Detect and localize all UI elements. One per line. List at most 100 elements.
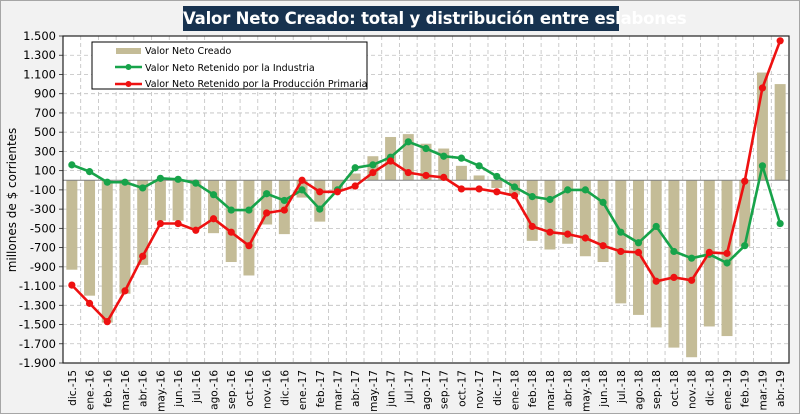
bar-valor-neto-creado	[137, 180, 149, 265]
bar-valor-neto-creado	[739, 180, 751, 247]
x-tick-label: nov.-17	[474, 370, 486, 409]
point-produccion-primaria	[316, 188, 324, 196]
point-produccion-primaria	[298, 176, 306, 184]
bar-valor-neto-creado	[473, 175, 485, 181]
x-tick-label: jul.-18	[616, 370, 628, 404]
x-tick-label: jun.-18	[598, 370, 610, 408]
x-tick-label: jul.-16	[191, 370, 203, 404]
bar-valor-neto-creado	[119, 180, 131, 294]
x-tick-label: abr.-19	[775, 370, 787, 407]
x-tick-label: ene.-19	[722, 370, 734, 410]
x-tick-label: dic.-18	[704, 370, 716, 406]
point-produccion-primaria	[634, 248, 643, 256]
point-produccion-primaria	[156, 219, 164, 228]
bar-valor-neto-creado	[756, 72, 768, 181]
point-produccion-primaria	[369, 168, 377, 177]
bar-valor-neto-creado	[349, 173, 361, 181]
point-industria	[85, 168, 94, 176]
point-industria	[475, 162, 483, 170]
plot-border	[62, 35, 790, 364]
point-produccion-primaria	[351, 182, 359, 190]
point-produccion-primaria	[280, 206, 288, 214]
x-tick-label: ago.-17	[421, 370, 433, 410]
x-tick-label: ago.-18	[633, 370, 645, 410]
point-industria	[581, 186, 589, 194]
y-tick-label: -1.900	[19, 356, 56, 370]
point-produccion-primaria	[723, 249, 731, 257]
y-tick-label: -100	[30, 183, 56, 197]
bar-series	[66, 72, 786, 358]
x-tick-label: may.-16	[155, 370, 167, 412]
legend-label-primaria: Valor Neto Retenido por la Producción Pr…	[145, 79, 367, 90]
y-tick-label: -700	[30, 241, 56, 255]
point-produccion-primaria	[174, 219, 182, 228]
point-industria	[776, 219, 784, 228]
point-produccion-primaria	[209, 215, 218, 223]
x-tick-label: oct.-16	[244, 370, 256, 407]
x-tick-label: abr.-18	[563, 370, 575, 407]
bar-valor-neto-creado	[615, 180, 627, 304]
y-tick-label: 1.500	[23, 29, 56, 43]
y-tick-label: -900	[30, 260, 56, 274]
y-tick-label: 500	[34, 125, 56, 139]
y-tick-label: -1.700	[19, 337, 56, 351]
point-industria	[156, 174, 164, 182]
legend-swatch-bar	[116, 48, 141, 54]
point-produccion-primaria	[85, 299, 94, 307]
y-tick-label: 100	[34, 164, 56, 178]
point-industria	[316, 205, 324, 213]
bar-valor-neto-creado	[172, 180, 184, 221]
point-industria	[528, 193, 536, 201]
point-produccion-primaria	[670, 273, 678, 282]
x-tick-label: ene.-17	[297, 370, 309, 410]
x-tick-label: may.-17	[368, 370, 380, 412]
bar-valor-neto-creado	[225, 180, 237, 263]
line-series	[68, 37, 784, 326]
bar-valor-neto-creado	[208, 180, 220, 234]
point-produccion-primaria	[528, 222, 536, 231]
point-industria	[688, 254, 696, 262]
x-tick-label: ago.-16	[209, 370, 221, 410]
point-industria	[245, 206, 253, 214]
x-tick-label: oct.-17	[456, 370, 468, 407]
point-industria	[351, 164, 359, 172]
bar-valor-neto-creado	[632, 180, 644, 315]
bar-valor-neto-creado	[491, 180, 503, 188]
bar-valor-neto-creado	[650, 180, 662, 328]
point-produccion-primaria	[333, 188, 342, 196]
bar-valor-neto-creado	[562, 180, 574, 244]
point-produccion-primaria	[688, 276, 696, 284]
point-industria	[634, 239, 643, 247]
point-industria	[68, 161, 76, 169]
point-produccion-primaria	[581, 234, 589, 242]
point-industria	[723, 259, 731, 267]
gridlines	[63, 36, 789, 363]
y-tick-label: -1.500	[19, 318, 56, 332]
point-produccion-primaria	[457, 185, 466, 193]
point-industria	[670, 247, 678, 256]
bar-valor-neto-creado	[721, 180, 733, 337]
y-tick-label: 300	[34, 144, 56, 158]
point-produccion-primaria	[440, 173, 448, 181]
legend-marker-industria	[125, 64, 132, 70]
x-tick-label: feb.-17	[315, 370, 327, 407]
legend: Valor Neto Creado Valor Neto Retenido po…	[91, 41, 368, 90]
x-tick-label: nov.-18	[687, 370, 699, 409]
x-axis-ticks: dic.-15 ene.-16 feb.-16 mar.-16 abr.-16 may.-…	[67, 370, 787, 412]
bar-valor-neto-creado	[455, 165, 467, 181]
point-industria	[121, 178, 129, 186]
y-tick-label: -300	[30, 202, 56, 216]
bar-valor-neto-creado	[243, 180, 255, 276]
point-produccion-primaria	[510, 192, 519, 200]
plot-area	[63, 36, 789, 363]
bar-valor-neto-creado	[261, 180, 273, 225]
y-tick-label: 700	[34, 106, 56, 120]
y-tick-label: 1.300	[23, 48, 56, 62]
point-produccion-primaria	[192, 226, 200, 234]
point-produccion-primaria	[103, 318, 111, 326]
x-tick-label: jul.-17	[403, 370, 415, 404]
point-industria	[174, 175, 182, 183]
point-produccion-primaria	[493, 188, 501, 196]
point-industria	[298, 186, 306, 194]
legend-label-industria: Valor Neto Retenido por la Industria	[145, 63, 315, 74]
